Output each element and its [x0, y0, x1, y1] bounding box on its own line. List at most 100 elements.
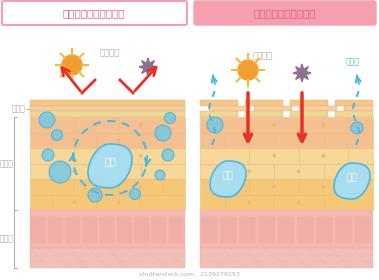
Bar: [200, 210, 373, 248]
Bar: [274, 132, 324, 148]
Circle shape: [42, 149, 54, 161]
FancyBboxPatch shape: [201, 217, 217, 243]
FancyBboxPatch shape: [220, 217, 236, 243]
Polygon shape: [88, 144, 132, 188]
Bar: [209, 106, 247, 111]
FancyBboxPatch shape: [2, 1, 187, 25]
Bar: [163, 148, 185, 164]
Bar: [299, 117, 348, 132]
Bar: [225, 132, 274, 148]
Bar: [274, 164, 324, 179]
Text: shutterstock.com · 2139279193: shutterstock.com · 2139279193: [139, 272, 240, 277]
Bar: [119, 117, 163, 132]
Circle shape: [73, 139, 75, 141]
Circle shape: [62, 55, 82, 75]
Polygon shape: [334, 163, 370, 199]
Bar: [96, 132, 141, 148]
FancyBboxPatch shape: [316, 217, 333, 243]
Bar: [324, 164, 373, 179]
Bar: [324, 132, 373, 148]
FancyBboxPatch shape: [100, 217, 114, 243]
Circle shape: [88, 188, 102, 202]
Bar: [299, 106, 337, 111]
Bar: [52, 132, 96, 148]
Bar: [119, 148, 163, 164]
Circle shape: [155, 170, 165, 180]
Circle shape: [323, 186, 325, 188]
FancyBboxPatch shape: [117, 217, 132, 243]
Polygon shape: [293, 64, 311, 82]
Bar: [30, 164, 52, 179]
FancyBboxPatch shape: [134, 217, 149, 243]
Bar: [348, 117, 373, 132]
FancyBboxPatch shape: [31, 217, 45, 243]
Circle shape: [248, 170, 251, 172]
Bar: [30, 111, 185, 117]
Bar: [225, 164, 274, 179]
Circle shape: [73, 170, 75, 172]
Bar: [96, 164, 141, 179]
FancyBboxPatch shape: [355, 217, 371, 243]
Circle shape: [273, 186, 275, 188]
FancyBboxPatch shape: [335, 217, 352, 243]
Bar: [74, 148, 119, 164]
Circle shape: [248, 201, 251, 204]
FancyBboxPatch shape: [297, 217, 313, 243]
Bar: [52, 164, 96, 179]
Circle shape: [323, 123, 325, 126]
Bar: [274, 195, 324, 210]
Polygon shape: [210, 161, 246, 197]
Circle shape: [95, 155, 98, 157]
Bar: [335, 100, 373, 106]
Bar: [141, 164, 185, 179]
Bar: [200, 195, 225, 210]
Circle shape: [73, 201, 75, 204]
FancyBboxPatch shape: [65, 217, 80, 243]
Text: 外部刺激: 外部刺激: [253, 52, 273, 60]
FancyBboxPatch shape: [151, 217, 166, 243]
Bar: [200, 100, 238, 106]
Bar: [200, 164, 225, 179]
Bar: [141, 195, 185, 210]
Text: 水分: 水分: [222, 171, 233, 180]
Bar: [30, 132, 52, 148]
FancyBboxPatch shape: [240, 217, 256, 243]
Circle shape: [298, 139, 300, 141]
Bar: [344, 106, 373, 111]
Bar: [30, 179, 74, 195]
Circle shape: [155, 125, 171, 141]
Bar: [200, 117, 249, 132]
Circle shape: [52, 129, 63, 141]
Bar: [30, 148, 74, 164]
Text: バリア機能が壊れた肌: バリア機能が壊れた肌: [254, 8, 316, 18]
Bar: [249, 117, 299, 132]
Circle shape: [273, 155, 275, 157]
Bar: [299, 148, 348, 164]
Bar: [290, 100, 328, 106]
Bar: [245, 100, 283, 106]
Bar: [299, 179, 348, 195]
Bar: [324, 195, 373, 210]
Circle shape: [323, 155, 325, 157]
Bar: [30, 106, 185, 111]
Text: 蒸　発: 蒸 発: [346, 57, 360, 67]
Bar: [335, 111, 373, 117]
FancyBboxPatch shape: [169, 217, 183, 243]
Circle shape: [49, 161, 71, 183]
Bar: [30, 248, 185, 268]
Text: 水分: 水分: [347, 173, 357, 182]
Circle shape: [162, 149, 174, 161]
Bar: [200, 132, 225, 148]
Circle shape: [139, 155, 142, 157]
Bar: [30, 100, 185, 106]
Text: バリア機能が正常な肌: バリア機能が正常な肌: [63, 8, 125, 18]
Circle shape: [164, 113, 175, 123]
Circle shape: [351, 122, 363, 134]
Circle shape: [39, 112, 55, 128]
Text: 水分: 水分: [104, 157, 116, 167]
Bar: [52, 195, 96, 210]
Circle shape: [248, 139, 251, 141]
Circle shape: [117, 139, 120, 141]
Circle shape: [95, 123, 98, 126]
Bar: [163, 117, 185, 132]
